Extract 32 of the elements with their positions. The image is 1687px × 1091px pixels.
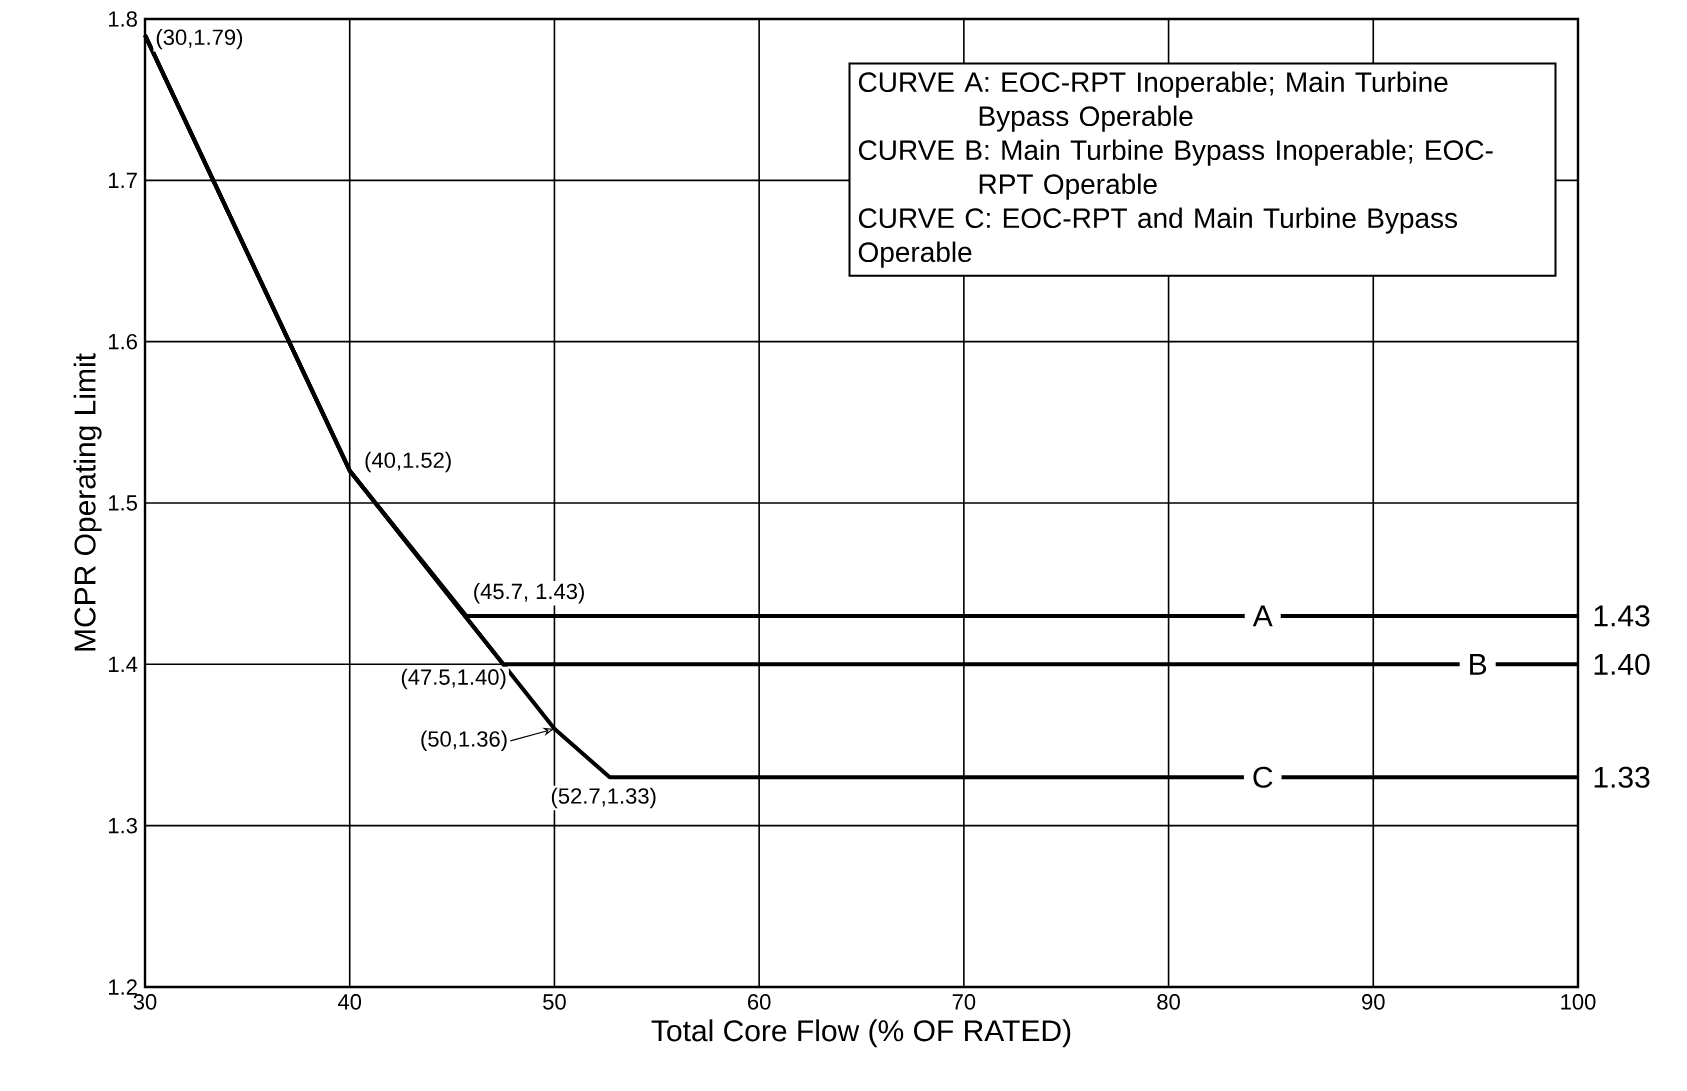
- annotation: (30,1.79): [156, 28, 243, 50]
- annotation: (40,1.52): [365, 451, 451, 473]
- x-tick-label: 60: [748, 994, 771, 1010]
- y-tick-label: 1.5: [109, 495, 137, 511]
- x-tick-label: 80: [1157, 994, 1180, 1010]
- annotation: (50,1.36): [421, 730, 507, 752]
- y-tick-label: 1.2: [109, 979, 137, 995]
- series-label: C: [1253, 766, 1273, 788]
- annotation: (52.7,1.33): [551, 787, 656, 809]
- y-tick-label: 1.8: [109, 11, 137, 27]
- y-axis-title: MCPR Operating Limit: [73, 353, 102, 651]
- y-tick-label: 1.6: [109, 333, 137, 350]
- x-tick-label: 90: [1362, 994, 1385, 1010]
- annotation: 1.43: [1594, 605, 1650, 627]
- x-tick-label: 70: [952, 994, 976, 1010]
- series-label: B: [1470, 654, 1487, 675]
- annotation: 1.33: [1594, 766, 1650, 788]
- annotation: (47.5,1.40): [401, 668, 506, 690]
- annotation: 1.40: [1594, 653, 1650, 675]
- annotation: CURVE C: EOC-RPT and Main Turbine Bypass Operable: [858, 207, 1458, 268]
- y-tick-label: 1.7: [109, 172, 137, 188]
- y-tick-label: 1.4: [109, 656, 138, 672]
- x-axis-title: Total Core Flow (% OF RATED): [651, 1019, 1071, 1048]
- annotation: CURVE A: EOC-RPT Inoperable; Main Turbine Bypass Operable: [858, 71, 1448, 132]
- annotation: (45.7, 1.43): [474, 583, 584, 604]
- x-tick-label: 100: [1561, 994, 1596, 1010]
- series-label: A: [1252, 605, 1273, 627]
- y-tick-label: 1.3: [109, 817, 137, 834]
- annotation: CURVE B: Main Turbine Bypass Inoperable; EOC-RPT Operable: [858, 139, 1493, 200]
- x-tick-label: 40: [337, 994, 362, 1010]
- x-tick-label: 30: [133, 994, 157, 1010]
- x-tick-label: 50: [543, 994, 566, 1010]
